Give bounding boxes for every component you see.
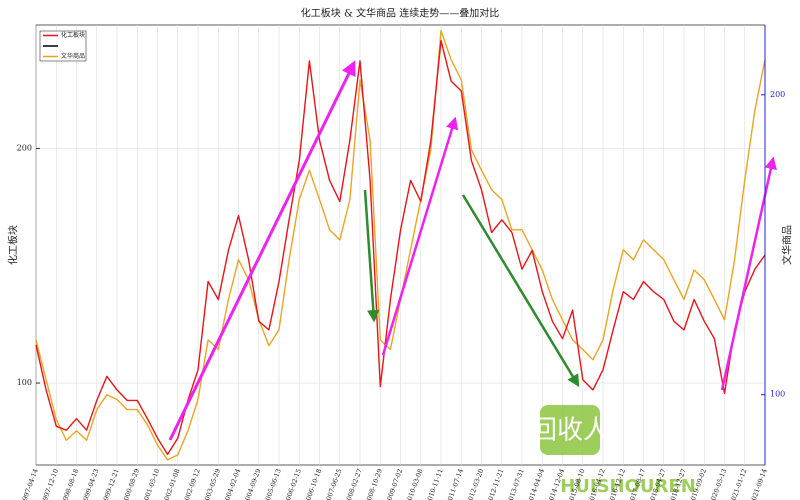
x-tick-label: 2000-08-29	[121, 468, 141, 500]
x-tick-label: 2001-05-10	[141, 468, 161, 500]
arrow	[381, 116, 459, 356]
x-tick-label: 1999-12-21	[100, 468, 120, 500]
annotation-arrows	[168, 60, 777, 441]
x-tick-label: 2007-06-25	[323, 468, 343, 500]
x-tick-label: 2011-07-14	[445, 468, 465, 500]
x-tick-label: 2004-09-29	[242, 468, 262, 500]
y2-axis-label: 文华商品	[781, 225, 794, 265]
legend-label: 文华商品	[61, 52, 85, 60]
x-tick-label: 2020-05-13	[708, 468, 728, 500]
x-tick-label: 1997-12-10	[40, 468, 60, 500]
x-tick-label: 2006-10-18	[303, 468, 323, 500]
x-tick-label: 2013-07-31	[505, 468, 525, 500]
x-tick-label: 2012-11-21	[485, 468, 505, 500]
y-axis-label: 化工板块	[7, 225, 20, 265]
y-tick-label: 100	[17, 378, 32, 387]
watermark-text: HUISHOUREN	[560, 476, 696, 497]
x-tick-label: 2004-02-04	[222, 468, 242, 500]
x-tick-label: 2021-01-12	[728, 468, 748, 500]
series-line	[35, 39, 766, 456]
x-tick-label: 2003-05-29	[202, 468, 222, 500]
x-tick-label: 2010-03-08	[404, 468, 424, 500]
x-tick-label: 2021-09-14	[748, 468, 768, 500]
watermark-logo	[540, 405, 600, 455]
x-tick-label: 2008-02-27	[343, 468, 363, 500]
arrow	[168, 60, 356, 441]
legend-label: 化工板块	[61, 31, 85, 39]
x-tick-label: 2010-11-11	[424, 468, 444, 500]
arrow	[461, 194, 580, 388]
x-tick-label: 2006-02-15	[283, 468, 303, 500]
grid	[35, 25, 766, 465]
x-tick-label: 2009-07-02	[384, 468, 404, 500]
arrow	[363, 189, 380, 323]
y2-tick-label: 100	[770, 390, 785, 399]
x-tick-label: 1999-04-23	[80, 468, 100, 500]
chart-title: 化工板块 & 文华商品 连续走势——叠加对比	[301, 7, 499, 20]
watermark-text: 回收人	[531, 416, 609, 446]
x-tick-label: 2002-01-08	[161, 468, 181, 500]
x-tick-label: 2008-10-29	[364, 468, 384, 500]
x-tick-label: 2012-03-20	[465, 468, 485, 500]
y2-tick-label: 200	[770, 90, 785, 99]
x-tick-label: 2014-04-04	[526, 468, 546, 500]
x-tick-label: 1997-04-14	[19, 468, 39, 500]
x-tick-label: 1998-08-18	[60, 468, 80, 500]
x-tick-label: 2005-06-13	[262, 468, 282, 500]
x-tick-label: 2002-09-12	[181, 468, 201, 500]
y-tick-label: 200	[17, 143, 32, 152]
watermark: 回收人 HUISHOUREN	[531, 405, 696, 497]
